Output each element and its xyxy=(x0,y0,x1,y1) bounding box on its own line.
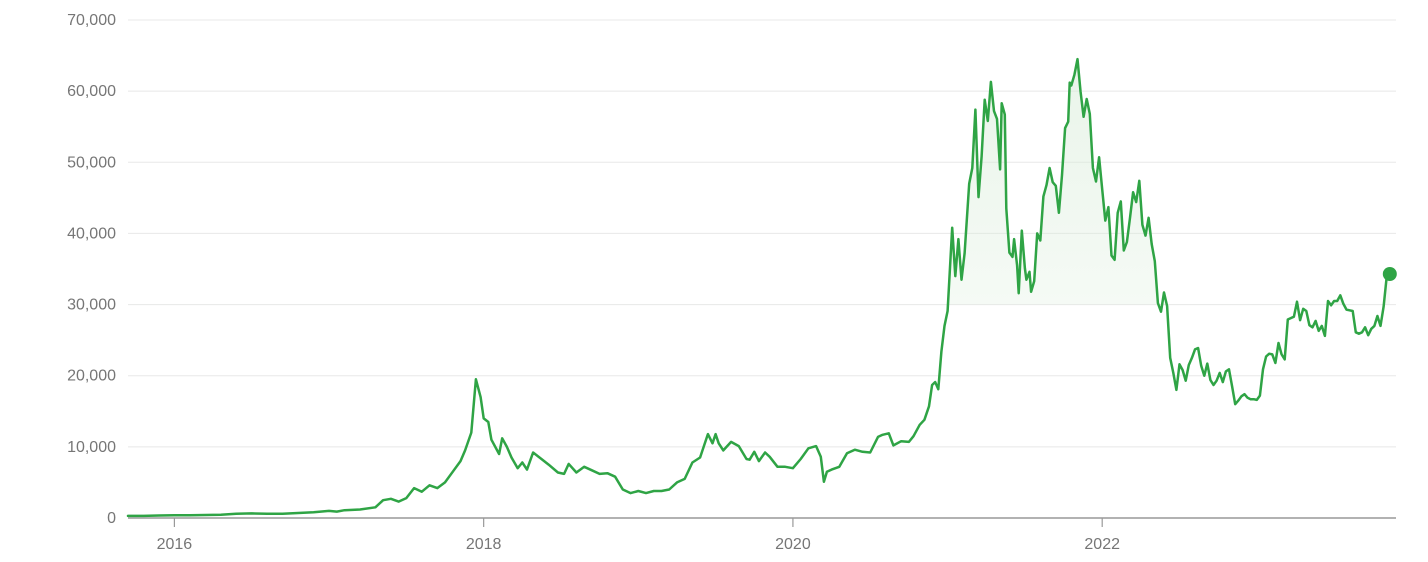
y-tick-label: 60,000 xyxy=(67,83,116,100)
y-tick-label: 70,000 xyxy=(67,12,116,29)
chart-svg: 0 10,000 20,000 30,000 40,000 50,000 60,000 70,… xyxy=(0,0,1428,562)
series-area-fill xyxy=(128,59,1390,516)
y-tick-label: 40,000 xyxy=(67,225,116,242)
x-tick-label: 2022 xyxy=(1084,536,1120,553)
series-endpoint-dot xyxy=(1383,267,1397,281)
y-tick-label: 20,000 xyxy=(67,368,116,385)
x-tick-label: 2016 xyxy=(157,536,193,553)
price-line-chart: 0 10,000 20,000 30,000 40,000 50,000 60,000 70,… xyxy=(0,0,1428,562)
y-tick-label: 10,000 xyxy=(67,439,116,456)
y-tick-label: 50,000 xyxy=(67,154,116,171)
y-tick-label: 0 xyxy=(107,510,116,527)
x-tick-label: 2018 xyxy=(466,536,502,553)
series-line xyxy=(128,59,1390,516)
x-tick-label: 2020 xyxy=(775,536,811,553)
y-tick-label: 30,000 xyxy=(67,297,116,314)
